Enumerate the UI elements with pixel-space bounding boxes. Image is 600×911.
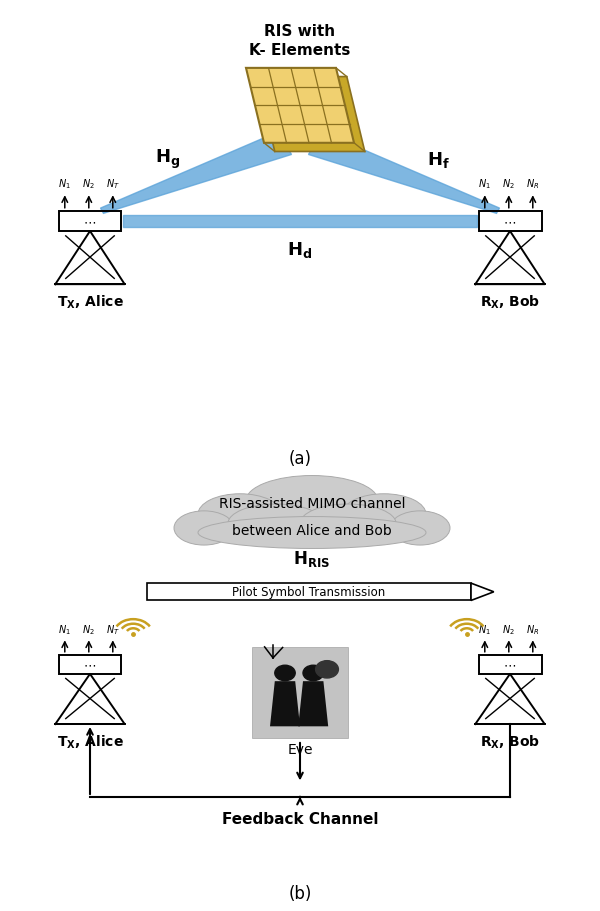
Text: $\mathbf{R_X}$, Bob: $\mathbf{R_X}$, Bob [480,293,540,311]
Text: Feedback Channel: Feedback Channel [222,812,378,826]
Polygon shape [257,77,365,152]
Text: $N_T$: $N_T$ [106,622,120,636]
Text: $N_2$: $N_2$ [502,622,515,636]
Circle shape [316,660,338,678]
Polygon shape [270,681,300,727]
Bar [252,647,348,738]
Text: $N_T$: $N_T$ [106,178,120,191]
Polygon shape [123,216,477,228]
Text: $\cdots$: $\cdots$ [83,215,97,228]
Text: Pilot Symbol Transmission: Pilot Symbol Transmission [232,586,386,599]
Text: $\mathbf{H_g}$: $\mathbf{H_g}$ [155,148,181,171]
Ellipse shape [198,517,426,548]
Text: (a): (a) [289,450,311,467]
Text: $N_2$: $N_2$ [82,622,95,636]
Text: $N_1$: $N_1$ [58,622,71,636]
Circle shape [303,665,323,681]
Ellipse shape [174,511,234,546]
Text: $N_R$: $N_R$ [526,178,539,191]
Bar [479,211,542,231]
Polygon shape [100,132,292,214]
Text: $\mathbf{H_{RIS}}$: $\mathbf{H_{RIS}}$ [293,548,331,568]
Polygon shape [298,681,328,727]
Text: $\mathbf{R_X}$, Bob: $\mathbf{R_X}$, Bob [480,732,540,750]
Text: $\cdots$: $\cdots$ [503,215,517,228]
Text: Eve: Eve [287,742,313,756]
Text: (b): (b) [289,884,311,902]
Text: $N_2$: $N_2$ [82,178,95,191]
Text: $\mathbf{H_f}$: $\mathbf{H_f}$ [427,149,449,169]
Text: RIS-assisted MIMO channel: RIS-assisted MIMO channel [219,496,405,510]
Text: $N_1$: $N_1$ [58,178,71,191]
Text: $\cdots$: $\cdots$ [83,658,97,671]
Bar [479,655,542,674]
Ellipse shape [246,476,378,526]
Text: between Alice and Bob: between Alice and Bob [232,524,392,537]
Ellipse shape [228,505,324,543]
Ellipse shape [390,511,450,546]
Text: $\mathbf{H_d}$: $\mathbf{H_d}$ [287,241,313,261]
Bar [147,584,471,601]
Text: $\mathbf{T_X}$, Alice: $\mathbf{T_X}$, Alice [56,293,124,311]
Polygon shape [246,69,354,144]
Text: $N_R$: $N_R$ [526,622,539,636]
Text: RIS with
K- Elements: RIS with K- Elements [250,24,350,57]
Bar [59,655,121,674]
Ellipse shape [198,494,282,536]
Bar [59,211,121,231]
Ellipse shape [342,494,426,536]
Polygon shape [308,132,500,214]
Circle shape [275,665,295,681]
Text: $N_2$: $N_2$ [502,178,515,191]
Text: $N_1$: $N_1$ [478,178,491,191]
Text: $N_1$: $N_1$ [478,622,491,636]
Polygon shape [471,583,494,601]
Ellipse shape [300,505,396,543]
Text: $\cdots$: $\cdots$ [503,658,517,671]
Text: $\mathbf{T_X}$, Alice: $\mathbf{T_X}$, Alice [56,732,124,750]
